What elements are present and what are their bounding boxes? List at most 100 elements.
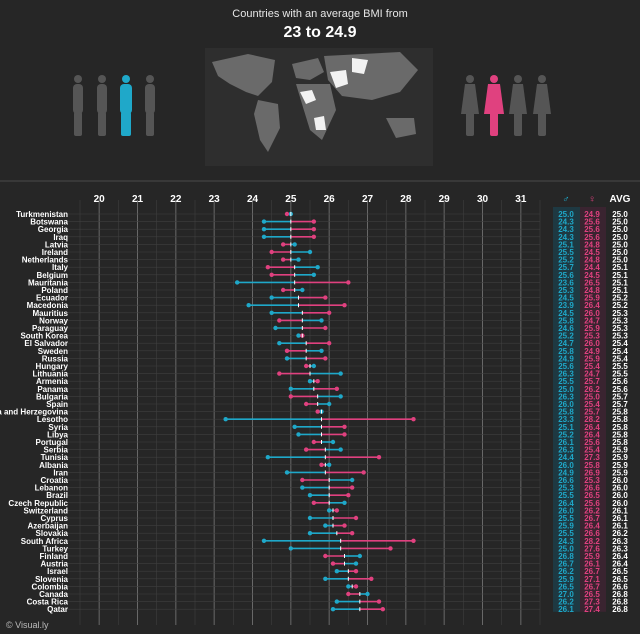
female-point xyxy=(311,227,317,232)
country-label: Slovakia xyxy=(36,529,69,538)
female-value: 26.7 xyxy=(584,567,600,576)
male-point xyxy=(353,561,359,566)
country-label: Panama xyxy=(37,385,68,394)
avg-value: 25.1 xyxy=(612,278,628,287)
avg-value: 25.7 xyxy=(612,400,628,409)
country-label: Georgia xyxy=(38,225,69,234)
female-point xyxy=(353,569,359,574)
male-point xyxy=(223,417,228,422)
dumbbell-marks xyxy=(223,211,416,612)
male-point xyxy=(349,477,355,483)
male-point xyxy=(292,424,297,429)
male-value: 25.7 xyxy=(558,263,574,272)
male-point xyxy=(296,432,301,437)
male-point xyxy=(307,531,313,536)
female-value: 27.3 xyxy=(584,453,600,462)
male-value: 24.3 xyxy=(558,225,574,234)
avg-value: 25.0 xyxy=(612,210,628,219)
male-value: 25.0 xyxy=(558,544,574,553)
male-point xyxy=(234,280,240,285)
male-point xyxy=(300,485,305,490)
male-point xyxy=(269,295,274,300)
avg-value: 25.8 xyxy=(612,415,628,424)
country-label: Armenia xyxy=(36,377,69,386)
country-label: Mauritius xyxy=(32,309,68,318)
chart-grid xyxy=(0,180,640,625)
female-point xyxy=(326,310,332,315)
country-label: Finland xyxy=(40,552,69,561)
country-label: Albania xyxy=(39,461,68,470)
avg-value: 25.6 xyxy=(612,385,628,394)
male-point xyxy=(338,447,343,452)
female-point xyxy=(411,417,416,422)
female-value: 26.6 xyxy=(584,484,600,493)
female-point xyxy=(353,515,359,521)
country-label: Slovenia xyxy=(35,575,68,584)
female-point xyxy=(277,371,282,376)
country-label: Portugal xyxy=(36,438,68,447)
female-point xyxy=(311,439,317,445)
female-value: 24.4 xyxy=(584,263,600,272)
male-value: 26.3 xyxy=(558,370,574,379)
avg-value: 25.6 xyxy=(612,377,628,386)
female-point xyxy=(280,287,286,293)
country-label: Brazil xyxy=(46,491,68,500)
female-value: 26.7 xyxy=(584,514,600,523)
female-point xyxy=(288,394,294,399)
x-tick-label: 26 xyxy=(324,194,336,205)
male-value: 26.2 xyxy=(558,567,574,576)
male-silhouette-icon xyxy=(73,75,155,136)
country-label: Canada xyxy=(39,590,68,599)
male-value: 25.5 xyxy=(558,491,574,500)
female-silhouette-icon xyxy=(461,75,551,136)
x-axis-ticks: 20 21 22 23 24 25 26 27 28 29 30 31 xyxy=(94,194,527,205)
male-value: 25.2 xyxy=(558,332,574,341)
female-value: 24.8 xyxy=(584,256,600,265)
female-point xyxy=(323,356,328,361)
country-label: Syria xyxy=(48,423,68,432)
avg-value: 25.8 xyxy=(612,430,628,439)
male-point xyxy=(296,257,301,262)
female-point xyxy=(284,211,290,217)
male-point xyxy=(311,272,317,277)
x-tick-label: 31 xyxy=(515,194,527,205)
female-value: 24.8 xyxy=(584,286,600,295)
country-label: Turkey xyxy=(42,544,68,553)
female-point xyxy=(346,280,351,285)
male-value: 27.0 xyxy=(558,590,574,599)
male-point xyxy=(296,333,301,338)
avg-value: 25.2 xyxy=(612,294,628,303)
male-point xyxy=(330,439,336,445)
male-value: 25.6 xyxy=(558,362,574,371)
female-point xyxy=(315,379,320,384)
avg-value: 25.7 xyxy=(612,392,628,401)
country-label: Serbia xyxy=(44,446,69,455)
male-value: 26.3 xyxy=(558,392,574,401)
female-point xyxy=(323,325,328,331)
male-value: 26.8 xyxy=(558,552,574,561)
male-value: 25.5 xyxy=(558,248,574,257)
male-point xyxy=(365,591,370,597)
male-point xyxy=(261,234,267,239)
female-point xyxy=(346,591,351,597)
avg-value: 25.3 xyxy=(612,309,628,318)
female-point xyxy=(280,257,286,262)
country-labels: TurkmenistanBotswanaGeorgiaIraqLatviaIre… xyxy=(0,210,69,614)
avg-value: 25.9 xyxy=(612,446,628,455)
country-label: Lebanon xyxy=(35,484,68,493)
female-value: 26.0 xyxy=(584,339,600,348)
male-value: 25.6 xyxy=(558,271,574,280)
male-point xyxy=(357,553,363,559)
country-label: Colombia xyxy=(32,582,69,591)
female-value: 25.6 xyxy=(584,218,600,227)
country-label: Botswana xyxy=(30,218,68,227)
male-point xyxy=(323,523,328,528)
country-label: Iran xyxy=(53,468,68,477)
male-value: 24.3 xyxy=(558,218,574,227)
male-point xyxy=(326,462,332,467)
female-point xyxy=(300,477,305,483)
avg-value: 25.5 xyxy=(612,370,628,379)
male-point xyxy=(261,219,267,224)
female-point xyxy=(349,531,355,536)
